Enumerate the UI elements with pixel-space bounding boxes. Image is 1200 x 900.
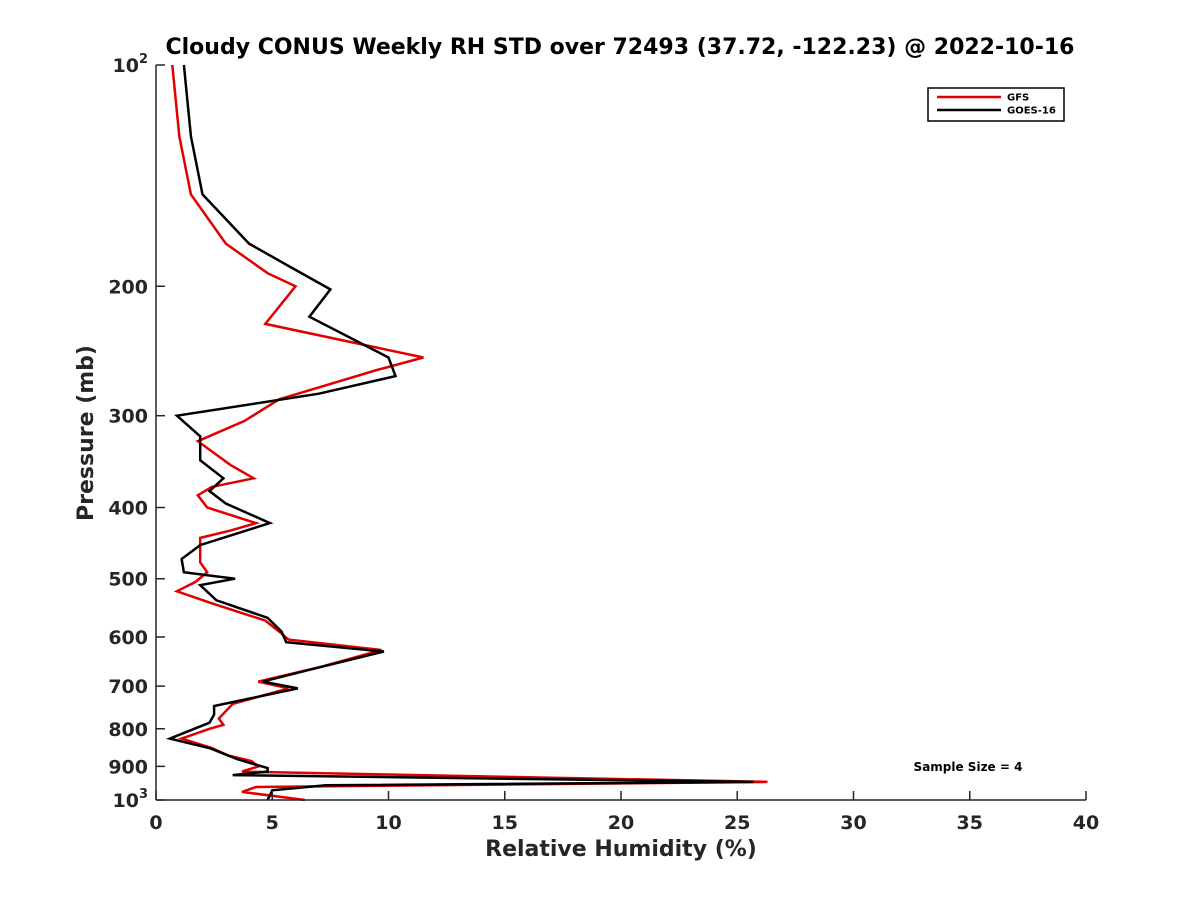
y-tick-label: 400	[108, 498, 148, 520]
x-tick-label: 40	[1073, 812, 1099, 834]
x-axis-label: Relative Humidity (%)	[485, 837, 757, 862]
x-tick-label: 30	[840, 812, 866, 834]
legend-label: GFS	[1007, 93, 1029, 104]
y-tick-base: 10	[113, 55, 139, 77]
y-tick-label: 700	[108, 676, 148, 698]
y-tick-exponent: 3	[139, 787, 148, 802]
x-tick-label: 25	[724, 812, 750, 834]
y-tick-label: 900	[108, 756, 148, 778]
series-line-gfs	[171, 64, 768, 802]
y-tick-exponent: 2	[139, 52, 148, 67]
y-tick-label: 200	[108, 276, 148, 298]
legend-box	[927, 87, 1065, 122]
y-tick-label: 500	[108, 569, 148, 591]
legend: GFS GOES-16	[927, 87, 1065, 122]
y-tick-label: 600	[108, 627, 148, 649]
x-tick-label: 15	[492, 812, 518, 834]
series-line-goes-16	[165, 64, 754, 801]
y-tick-label: 300	[108, 406, 148, 428]
series-layer	[165, 64, 768, 802]
sample-size-annotation: Sample Size = 4	[914, 760, 1023, 774]
y-tick-base: 10	[113, 790, 139, 812]
x-tick-label: 35	[957, 812, 983, 834]
chart-title: Cloudy CONUS Weekly RH STD over 72493 (3…	[166, 35, 1075, 60]
x-axis: 0 5 10 15 20 25 30 35 40	[149, 791, 1099, 834]
y-tick-label: 102	[113, 52, 149, 77]
y-tick-label: 103	[113, 787, 149, 812]
x-tick-label: 0	[149, 812, 162, 834]
x-tick-label: 20	[608, 812, 634, 834]
legend-label: GOES-16	[1007, 106, 1056, 117]
x-tick-label: 5	[266, 812, 279, 834]
y-axis-label: Pressure (mb)	[74, 345, 99, 521]
x-tick-label: 10	[375, 812, 401, 834]
y-tick-label: 800	[108, 719, 148, 741]
